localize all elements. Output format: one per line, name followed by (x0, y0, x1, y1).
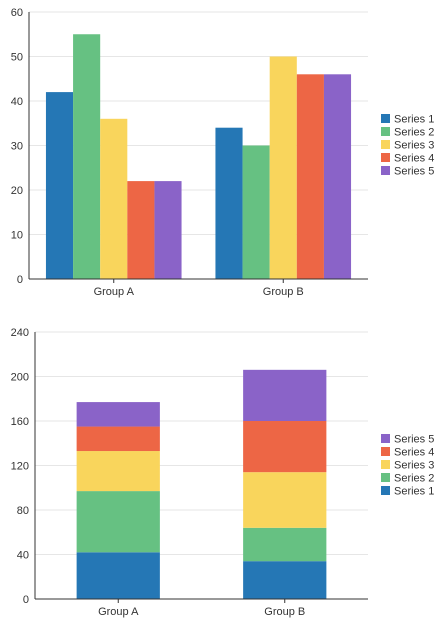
y-tick-label: 50 (11, 52, 23, 64)
legend-label: Series 3 (394, 140, 434, 152)
bar-segment (76, 552, 160, 599)
y-tick-label: 20 (11, 185, 23, 197)
bar (242, 145, 270, 279)
y-tick-label: 40 (17, 550, 29, 562)
legend-swatch (381, 140, 390, 149)
y-tick-label: 0 (17, 274, 23, 286)
bar (215, 127, 243, 279)
bar-segment (243, 421, 327, 473)
legend-swatch (381, 460, 390, 469)
bar-segment (243, 527, 327, 562)
legend-swatch (381, 153, 390, 162)
bar-segment (76, 426, 160, 452)
y-tick-label: 240 (11, 327, 29, 339)
legend-label: Series 2 (394, 127, 434, 139)
x-tick-label: Group A (98, 606, 139, 618)
legend-swatch (381, 114, 390, 123)
y-tick-label: 0 (23, 594, 29, 606)
legend-label: Series 3 (394, 460, 434, 472)
bar-segment (76, 402, 160, 427)
bar (269, 56, 297, 279)
legend-label: Series 5 (394, 434, 434, 446)
legend-swatch (381, 486, 390, 495)
legend-swatch (381, 434, 390, 443)
y-tick-label: 60 (11, 7, 23, 19)
bar (154, 181, 182, 279)
bar (73, 34, 101, 279)
bar (296, 74, 324, 279)
bar (45, 92, 74, 279)
legend-label: Series 4 (394, 153, 434, 165)
bar-segment (243, 561, 327, 599)
y-tick-label: 40 (11, 96, 23, 108)
bar (323, 74, 352, 279)
bar-segment (243, 369, 327, 421)
legend-label: Series 4 (394, 447, 434, 459)
bar (127, 181, 155, 279)
x-tick-label: Group B (263, 286, 304, 298)
legend-swatch (381, 447, 390, 456)
y-tick-label: 120 (11, 461, 29, 473)
bar (100, 118, 128, 279)
legend-label: Series 1 (394, 114, 434, 126)
y-tick-label: 30 (11, 141, 23, 153)
x-tick-label: Group A (94, 286, 135, 298)
legend-label: Series 2 (394, 473, 434, 485)
bar-segment (76, 491, 160, 553)
legend-label: Series 1 (394, 486, 434, 498)
y-tick-label: 200 (11, 372, 29, 384)
y-tick-label: 10 (11, 230, 23, 242)
y-tick-label: 160 (11, 416, 29, 428)
bar-segment (243, 472, 327, 528)
legend-swatch (381, 473, 390, 482)
x-tick-label: Group B (264, 606, 305, 618)
legend-label: Series 5 (394, 166, 434, 178)
y-tick-label: 80 (17, 505, 29, 517)
legend-swatch (381, 127, 390, 136)
legend-swatch (381, 166, 390, 175)
bar-segment (76, 451, 160, 492)
